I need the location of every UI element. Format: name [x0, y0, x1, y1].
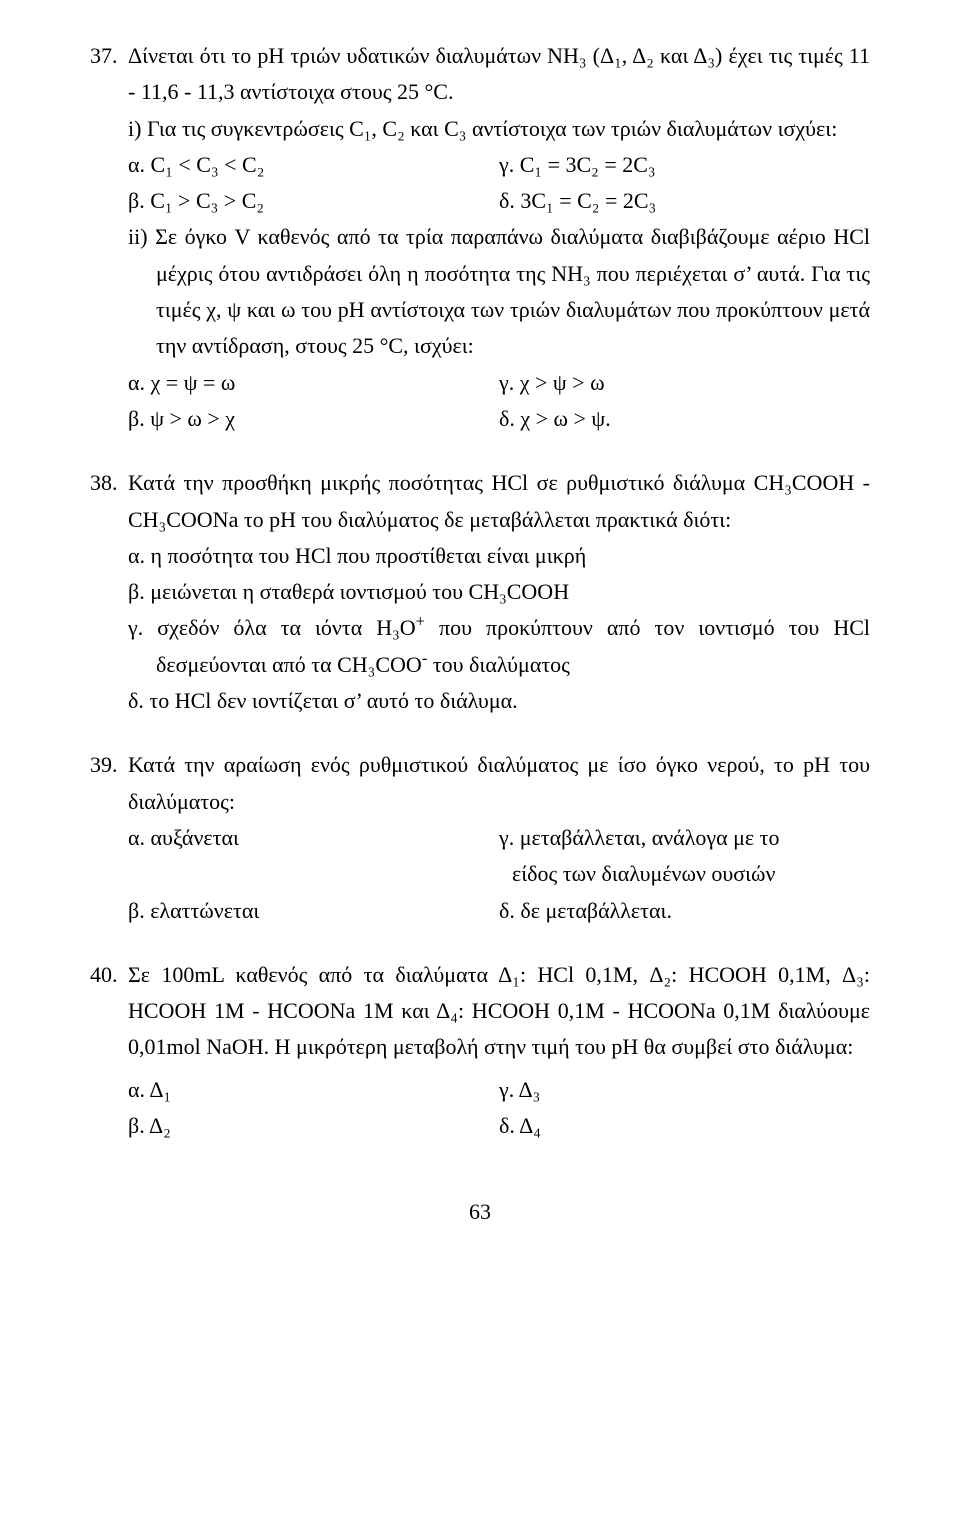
question-number: 38. [90, 465, 128, 719]
question-body: Σε 100mL καθενός από τα διαλύματα Δ₁: HC… [128, 957, 870, 1144]
q37-option-a2: α. χ = ψ = ω [128, 365, 499, 401]
q39-row1: α. αυξάνεται γ. μεταβάλλεται, ανάλογα με… [128, 820, 870, 856]
q39-option-d: δ. δε μεταβάλλεται. [499, 893, 870, 929]
q37-intro: Δίνεται ότι το pH τριών υδατικών διαλυμά… [128, 38, 870, 111]
question-40: 40. Σε 100mL καθενός από τα διαλύματα Δ₁… [90, 957, 870, 1144]
q37-i-row1: α. C₁ < C₃ < C₂ γ. C₁ = 3C₂ = 2C₃ [128, 147, 870, 183]
question-number: 37. [90, 38, 128, 437]
q37-ii-row1: α. χ = ψ = ω γ. χ > ψ > ω [128, 365, 870, 401]
q38-option-a: α. η ποσότητα του HCl που προστίθεται εί… [128, 538, 870, 574]
question-39: 39. Κατά την αραίωση ενός ρυθμιστικού δι… [90, 747, 870, 928]
q37-i-row2: β. C₁ > C₃ > C₂ δ. 3C₁ = C₂ = 2C₃ [128, 183, 870, 219]
q37-option-d: δ. 3C₁ = C₂ = 2C₃ [499, 183, 870, 219]
question-body: Δίνεται ότι το pH τριών υδατικών διαλυμά… [128, 38, 870, 437]
q39-option-c2: είδος των διαλυμένων ουσιών [486, 856, 870, 892]
question-body: Κατά την προσθήκη μικρής ποσότητας HCl σ… [128, 465, 870, 719]
q38-c-post: του διαλύματος [427, 652, 570, 677]
q39-option-b: β. ελαττώνεται [128, 893, 499, 929]
q38-option-d: δ. το HCl δεν ιοντίζεται σ’ αυτό το διάλ… [128, 683, 870, 719]
q39-option-c1: γ. μεταβάλλεται, ανάλογα με το [499, 820, 870, 856]
q37-part-i: i) Για τις συγκεντρώσεις C₁, C₂ και C₃ α… [128, 111, 870, 147]
question-number: 40. [90, 957, 128, 1144]
q40-option-b: β. Δ₂ [128, 1108, 499, 1144]
q40-row2: β. Δ₂ δ. Δ₄ [128, 1108, 870, 1144]
spacer [128, 856, 486, 892]
question-38: 38. Κατά την προσθήκη μικρής ποσότητας H… [90, 465, 870, 719]
q37-part-ii: ii) Σε όγκο V καθενός από τα τρία παραπά… [128, 219, 870, 364]
q37-ii-row2: β. ψ > ω > χ δ. χ > ω > ψ. [128, 401, 870, 437]
q37-option-d2: δ. χ > ω > ψ. [499, 401, 870, 437]
q37-option-b: β. C₁ > C₃ > C₂ [128, 183, 499, 219]
q39-intro: Κατά την αραίωση ενός ρυθμιστικού διαλύμ… [128, 747, 870, 820]
q40-row1: α. Δ₁ γ. Δ₃ [128, 1072, 870, 1108]
q37-option-b2: β. ψ > ω > χ [128, 401, 499, 437]
q40-option-a: α. Δ₁ [128, 1072, 499, 1108]
q37-option-a: α. C₁ < C₃ < C₂ [128, 147, 499, 183]
q39-option-a: α. αυξάνεται [128, 820, 499, 856]
q39-row2: β. ελαττώνεται δ. δε μεταβάλλεται. [128, 893, 870, 929]
page-number: 63 [90, 1194, 870, 1230]
q38-option-c: γ. σχεδόν όλα τα ιόντα Η₃Ο+ που προκύπτο… [128, 610, 870, 683]
q40-option-d: δ. Δ₄ [499, 1108, 870, 1144]
q38-intro: Κατά την προσθήκη μικρής ποσότητας HCl σ… [128, 465, 870, 538]
question-number: 39. [90, 747, 128, 928]
question-37: 37. Δίνεται ότι το pH τριών υδατικών δια… [90, 38, 870, 437]
q39-row-c2: είδος των διαλυμένων ουσιών [128, 856, 870, 892]
question-body: Κατά την αραίωση ενός ρυθμιστικού διαλύμ… [128, 747, 870, 928]
superscript-plus: + [416, 612, 425, 631]
q38-option-b: β. μειώνεται η σταθερά ιοντισμού του CH₃… [128, 574, 870, 610]
q40-option-c: γ. Δ₃ [499, 1072, 870, 1108]
q38-c-pre: γ. σχεδόν όλα τα ιόντα Η₃Ο [128, 615, 416, 640]
q37-option-c2: γ. χ > ψ > ω [499, 365, 870, 401]
q37-option-c: γ. C₁ = 3C₂ = 2C₃ [499, 147, 870, 183]
q40-intro: Σε 100mL καθενός από τα διαλύματα Δ₁: HC… [128, 957, 870, 1066]
